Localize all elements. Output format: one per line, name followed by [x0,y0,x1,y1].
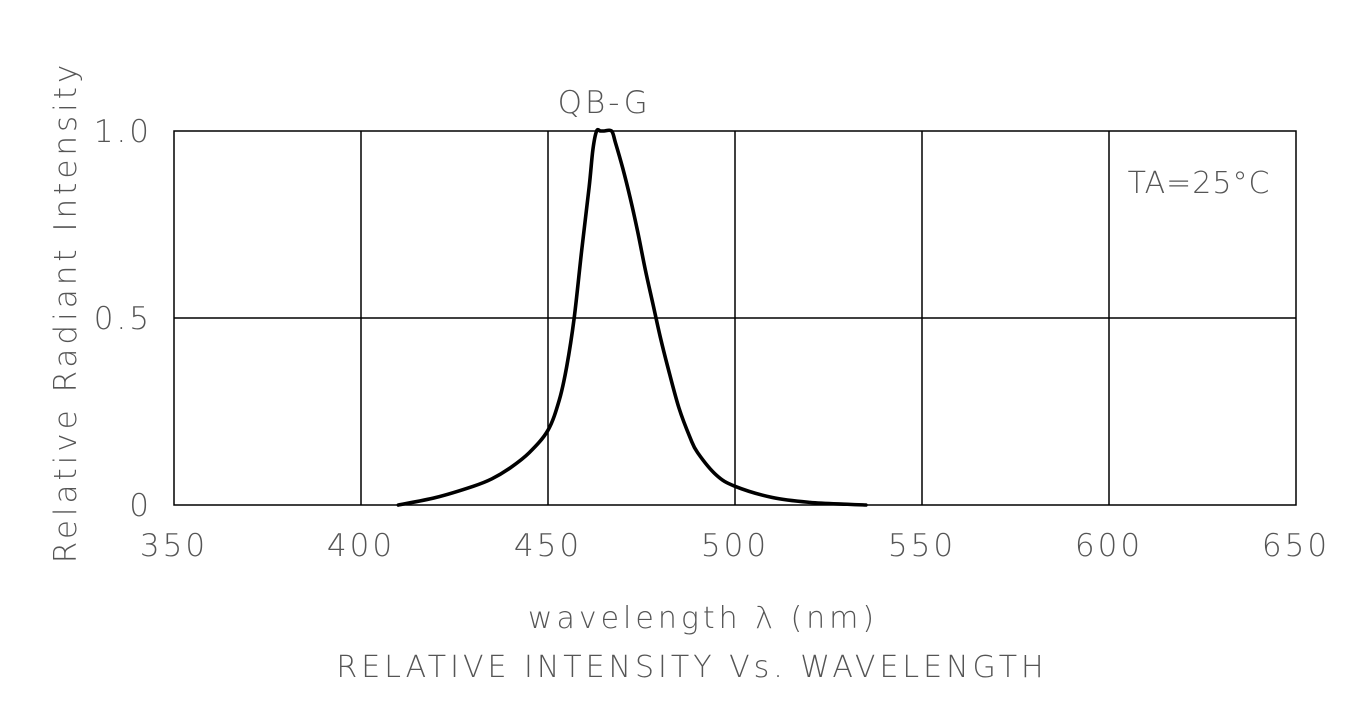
x-tick-labels: 350 400 450 500 550 600 650 [140,528,1330,564]
temperature-label: TA=25°C [1128,166,1271,201]
y-tick-label: 0.5 [94,301,152,337]
y-tick-labels: 0 0.5 1.0 [94,114,152,524]
chart-title: RELATIVE INTENSITY Vs. WAVELENGTH [336,650,1047,685]
x-tick-label: 350 [140,528,208,564]
x-tick-label: 650 [1262,528,1330,564]
x-tick-label: 400 [327,528,395,564]
x-axis-label: wavelength λ (nm) [528,601,878,636]
series-line [396,127,868,507]
x-tick-label: 600 [1075,528,1143,564]
y-axis-label: Relative Radiant Intensity [48,61,84,564]
x-tick-label: 550 [888,528,956,564]
x-tick-label: 450 [514,528,582,564]
x-tick-label: 500 [701,528,769,564]
y-tick-label: 1.0 [94,114,152,150]
peak-label: QB-G [558,85,651,121]
grid-lines [174,131,1296,505]
plot-frame [173,130,1297,506]
y-tick-label: 0 [129,488,152,524]
